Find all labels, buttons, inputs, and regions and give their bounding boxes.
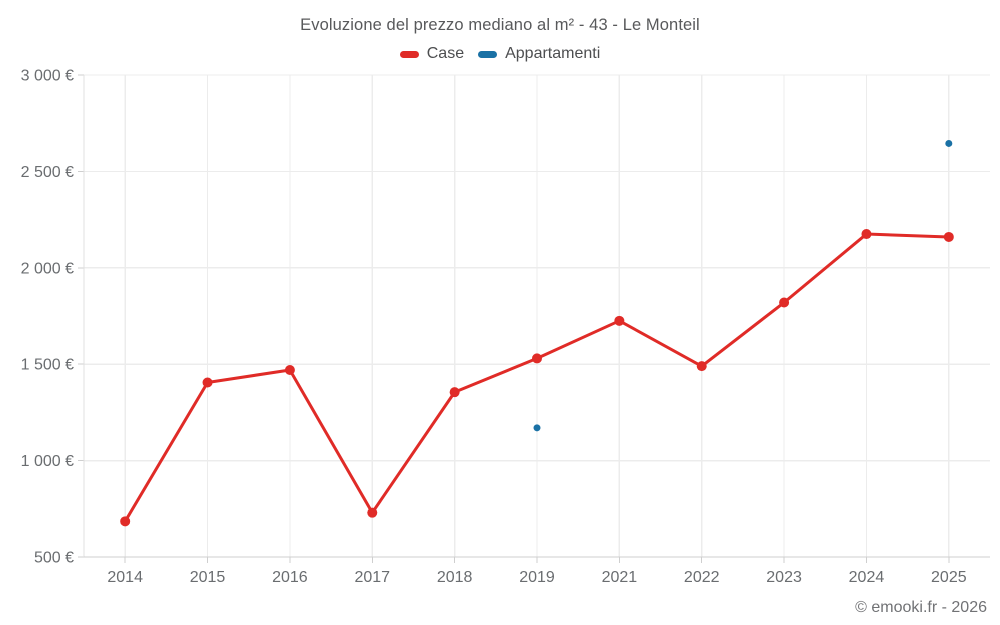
x-axis-label: 2014 [107, 569, 143, 586]
data-point-case[interactable] [284, 364, 295, 375]
x-axis-label: 2022 [684, 569, 720, 586]
x-axis-label: 2021 [602, 569, 638, 586]
y-axis-label: 1 000 € [21, 453, 74, 470]
legend-item-appartamenti[interactable]: Appartamenti [478, 45, 600, 63]
data-point-case[interactable] [943, 231, 954, 242]
chart-legend: Case Appartamenti [0, 45, 1000, 63]
case-series-marker-icon [399, 50, 419, 58]
data-point-case[interactable] [202, 377, 213, 388]
y-axis-label: 1 500 € [21, 357, 74, 374]
x-axis-label: 2017 [354, 569, 390, 586]
y-axis-label: 2 000 € [21, 260, 74, 277]
data-point-case[interactable] [861, 229, 872, 240]
legend-label-case: Case [426, 45, 465, 62]
data-point-case[interactable] [532, 353, 542, 364]
data-point-case[interactable] [120, 516, 131, 527]
copyright-credit: © emooki.fr - 2026 [855, 599, 987, 616]
data-point-appartamenti[interactable] [533, 424, 541, 432]
x-axis-label: 2023 [766, 569, 802, 586]
y-axis-label: 3 000 € [21, 68, 74, 85]
appartamenti-series-marker-icon [478, 50, 498, 58]
data-point-case[interactable] [696, 361, 707, 372]
data-point-case[interactable] [779, 297, 790, 308]
x-axis-label: 2025 [931, 569, 967, 586]
legend-label-appartamenti: Appartamenti [505, 45, 601, 62]
x-axis-label: 2024 [849, 569, 885, 586]
legend-item-case[interactable]: Case [399, 45, 465, 63]
x-axis-label: 2015 [190, 569, 226, 586]
x-axis-label: 2019 [519, 569, 555, 586]
data-point-case[interactable] [614, 315, 625, 326]
data-point-case[interactable] [449, 387, 460, 398]
x-axis-label: 2018 [437, 569, 473, 586]
data-point-appartamenti[interactable] [945, 139, 953, 147]
data-point-case[interactable] [367, 507, 378, 518]
chart-title: Evoluzione del prezzo mediano al m² - 43… [300, 16, 700, 34]
y-axis-label: 2 500 € [21, 164, 74, 181]
y-axis-label: 500 € [34, 550, 74, 567]
x-axis-label: 2016 [272, 569, 308, 586]
